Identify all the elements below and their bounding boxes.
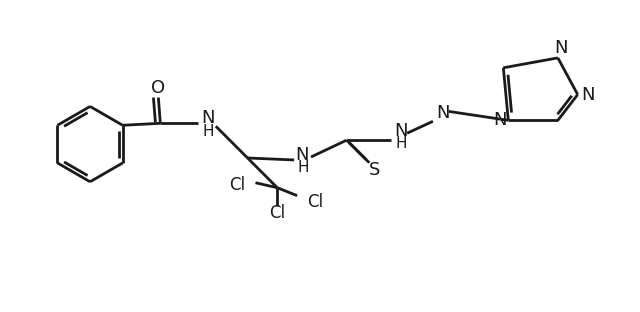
Text: N: N (201, 109, 214, 127)
Text: N: N (394, 122, 408, 140)
Text: H: H (202, 124, 214, 139)
Text: N: N (493, 111, 507, 129)
Text: H: H (396, 136, 407, 151)
Text: Cl: Cl (269, 204, 285, 222)
Text: N: N (581, 85, 595, 104)
Text: N: N (436, 105, 449, 122)
Text: Cl: Cl (307, 193, 323, 211)
Text: S: S (369, 161, 380, 179)
Text: N: N (295, 146, 309, 164)
Text: H: H (298, 160, 309, 175)
Text: Cl: Cl (230, 176, 246, 194)
Text: O: O (151, 79, 165, 97)
Text: N: N (554, 39, 568, 57)
